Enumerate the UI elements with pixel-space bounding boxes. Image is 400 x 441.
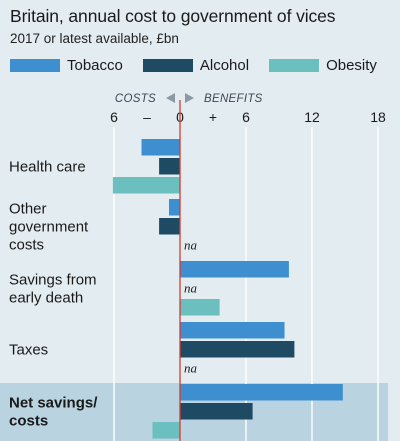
bar-alcohol-other-government-costs xyxy=(159,218,180,235)
bar-tobacco-taxes xyxy=(180,322,285,339)
chart-title: Britain, annual cost to government of vi… xyxy=(10,6,336,26)
na-label: na xyxy=(184,238,198,253)
bar-alcohol-net-savings-costs xyxy=(180,403,253,420)
tick-label: + xyxy=(209,109,217,125)
bar-alcohol-taxes xyxy=(180,341,295,358)
bar-tobacco-other-government-costs xyxy=(169,199,180,216)
bar-obesity-health-care xyxy=(112,177,180,194)
arrow-left-icon xyxy=(166,93,175,103)
bar-tobacco-net-savings-costs xyxy=(180,384,343,401)
bar-tobacco-savings-from-early-death xyxy=(180,261,289,278)
legend-label-obesity: Obesity xyxy=(326,57,377,74)
legend-item-alcohol: Alcohol xyxy=(142,57,250,74)
annotation-benefits: BENEFITS xyxy=(204,93,263,105)
legend-item-tobacco: Tobacco xyxy=(10,57,123,74)
category-label-health-care: Health care xyxy=(9,158,86,175)
annotation-costs: COSTS xyxy=(115,93,156,105)
category-label-savings-from-early-death: Savings from xyxy=(9,271,97,288)
arrow-right-icon xyxy=(185,93,194,103)
tick-label: – xyxy=(143,109,151,125)
bar-alcohol-health-care xyxy=(159,158,180,175)
category-label-savings-from-early-death: early death xyxy=(9,289,83,306)
legend-swatch-obesity xyxy=(269,59,320,72)
tick-label: 12 xyxy=(304,109,320,125)
bar-obesity-savings-from-early-death xyxy=(180,299,220,316)
bar-tobacco-health-care xyxy=(141,139,180,156)
category-label-other-government-costs: costs xyxy=(9,236,44,253)
legend: Tobacco Alcohol Obesity xyxy=(10,57,377,74)
na-label: na xyxy=(184,281,198,296)
na-label: na xyxy=(184,361,198,376)
tick-label: 6 xyxy=(110,109,118,125)
category-label-net-savings-costs: costs xyxy=(9,412,48,429)
bar-obesity-net-savings-costs xyxy=(152,422,180,439)
tick-label: 6 xyxy=(242,109,250,125)
category-label-taxes: Taxes xyxy=(9,341,48,358)
category-label-net-savings-costs: Net savings/ xyxy=(9,394,98,411)
legend-label-alcohol: Alcohol xyxy=(199,57,250,74)
category-label-other-government-costs: Other xyxy=(9,200,47,217)
category-label-other-government-costs: government xyxy=(9,218,89,235)
tick-label: 18 xyxy=(370,109,386,125)
legend-swatch-alcohol xyxy=(142,59,193,72)
legend-label-tobacco: Tobacco xyxy=(67,57,123,74)
legend-item-obesity: Obesity xyxy=(269,57,377,74)
legend-swatch-tobacco xyxy=(10,59,60,72)
chart-subtitle: 2017 or latest available, £bn xyxy=(10,31,179,46)
